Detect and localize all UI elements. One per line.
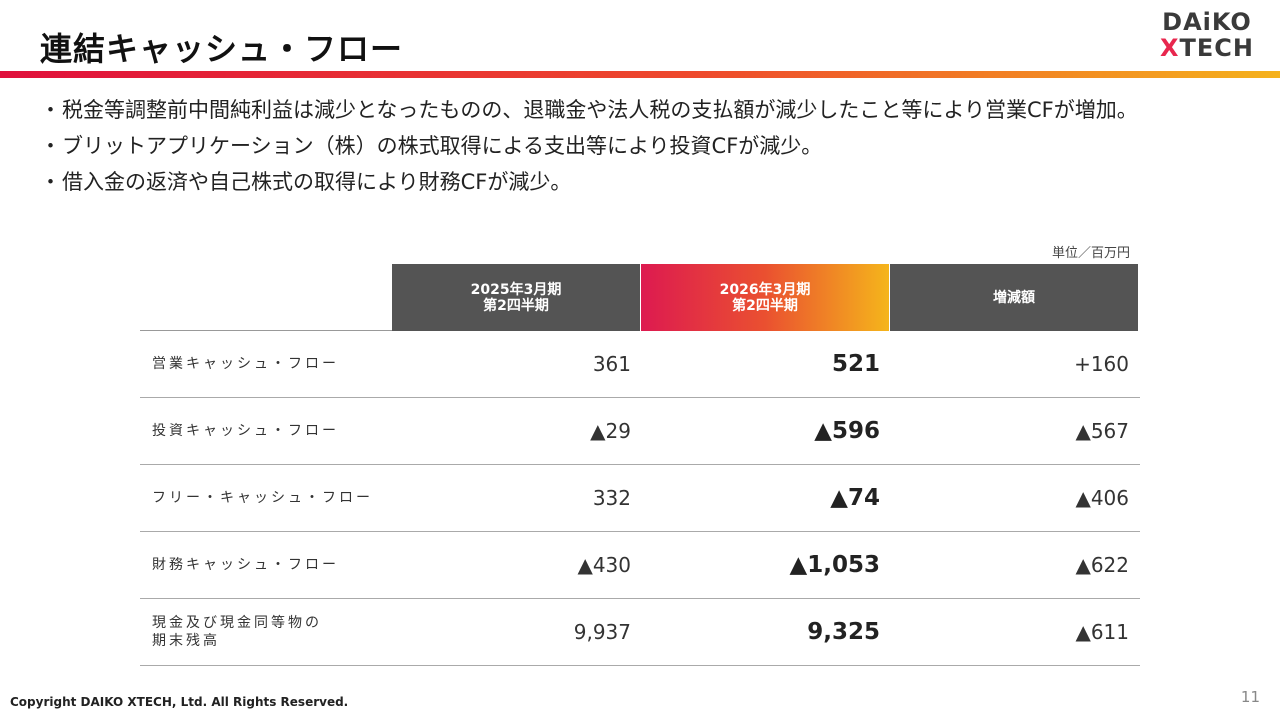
- prev-value: 361: [592, 352, 631, 376]
- diff-value: ▲622: [1075, 553, 1129, 577]
- curr-value: ▲1,053: [789, 552, 880, 578]
- curr-value: 9,325: [807, 619, 880, 645]
- row-label: 現金及び現金同等物の 期末残高: [140, 614, 392, 650]
- diff-value: ▲406: [1075, 486, 1129, 510]
- logo-line-2: XTECH: [1158, 36, 1256, 60]
- row-label-text: 現金及び現金同等物の: [152, 615, 322, 631]
- bullet-text: 借入金の返済や自己株式の取得により財務CFが減少。: [62, 170, 572, 194]
- company-logo: DAiKO XTECH: [1158, 10, 1256, 60]
- header-line: 2025年3月期: [470, 281, 562, 298]
- prev-value: ▲430: [577, 553, 631, 577]
- header-line: 第2四半期: [483, 297, 549, 314]
- header-line: 2026年3月期: [719, 281, 811, 298]
- row-label-text: 財務キャッシュ・フロー: [152, 557, 339, 573]
- header-line: 増減額: [993, 289, 1035, 306]
- bullet-text: ブリットアプリケーション（株）の株式取得による支出等により投資CFが減少。: [62, 134, 823, 158]
- prev-value: 332: [592, 486, 631, 510]
- bullet-text: 税金等調整前中間純利益は減少となったものの、退職金や法人税の支払額が減少したこと…: [62, 98, 1138, 122]
- row-label: 財務キャッシュ・フロー: [140, 556, 392, 574]
- row-label-text: 投資キャッシュ・フロー: [152, 423, 339, 439]
- diff-value: ▲567: [1075, 419, 1129, 443]
- logo-line-2-text: TECH: [1179, 34, 1254, 62]
- table-row: フリー・キャッシュ・フロー 332 ▲74 ▲406: [140, 465, 1140, 532]
- curr-value: 521: [831, 351, 880, 377]
- prev-value: 9,937: [573, 620, 631, 644]
- diff-value: ▲611: [1075, 620, 1129, 644]
- table-row: 投資キャッシュ・フロー ▲29 ▲596 ▲567: [140, 398, 1140, 465]
- header-difference: 増減額: [890, 264, 1138, 331]
- cashflow-table: 2025年3月期 第2四半期 2026年3月期 第2四半期 増減額 営業キャッシュ・…: [140, 264, 1140, 666]
- header-blank-cell: [140, 264, 392, 331]
- row-label-text: フリー・キャッシュ・フロー: [152, 490, 373, 506]
- page-title: 連結キャッシュ・フロー: [40, 30, 404, 68]
- table-row: 現金及び現金同等物の 期末残高 9,937 9,325 ▲611: [140, 599, 1140, 666]
- row-label: フリー・キャッシュ・フロー: [140, 489, 392, 507]
- logo-line-1: DAiKO: [1162, 8, 1252, 36]
- row-label-text: 営業キャッシュ・フロー: [152, 356, 339, 372]
- header-line: 第2四半期: [732, 297, 798, 314]
- prev-value: ▲29: [590, 419, 631, 443]
- bullet-item: ・税金等調整前中間純利益は減少となったものの、退職金や法人税の支払額が減少したこ…: [40, 92, 1138, 128]
- row-label-text-2: 期末残高: [152, 633, 220, 649]
- summary-bullets: ・税金等調整前中間純利益は減少となったものの、退職金や法人税の支払額が減少したこ…: [40, 92, 1138, 200]
- title-gradient-bar: [0, 71, 1280, 78]
- row-label: 営業キャッシュ・フロー: [140, 355, 392, 373]
- header-curr-period: 2026年3月期 第2四半期: [641, 264, 889, 331]
- curr-value: ▲596: [814, 418, 880, 444]
- unit-label: 単位／百万円: [1051, 246, 1130, 261]
- logo-x-mark: X: [1160, 34, 1180, 62]
- row-label: 投資キャッシュ・フロー: [140, 422, 392, 440]
- bullet-marker: ・: [40, 134, 61, 158]
- table-row: 財務キャッシュ・フロー ▲430 ▲1,053 ▲622: [140, 532, 1140, 599]
- copyright-footer: Copyright DAIKO XTECH, Ltd. All Rights R…: [10, 695, 349, 709]
- curr-value: ▲74: [830, 485, 880, 511]
- bullet-marker: ・: [40, 98, 61, 122]
- header-prev-period: 2025年3月期 第2四半期: [392, 264, 640, 331]
- table-row: 営業キャッシュ・フロー 361 521 +160: [140, 331, 1140, 398]
- diff-value: +160: [1074, 352, 1129, 376]
- table-header: 2025年3月期 第2四半期 2026年3月期 第2四半期 増減額: [140, 264, 1140, 331]
- bullet-item: ・借入金の返済や自己株式の取得により財務CFが減少。: [40, 164, 1138, 200]
- bullet-item: ・ブリットアプリケーション（株）の株式取得による支出等により投資CFが減少。: [40, 128, 1138, 164]
- bullet-marker: ・: [40, 170, 61, 194]
- page-number: 11: [1240, 688, 1260, 706]
